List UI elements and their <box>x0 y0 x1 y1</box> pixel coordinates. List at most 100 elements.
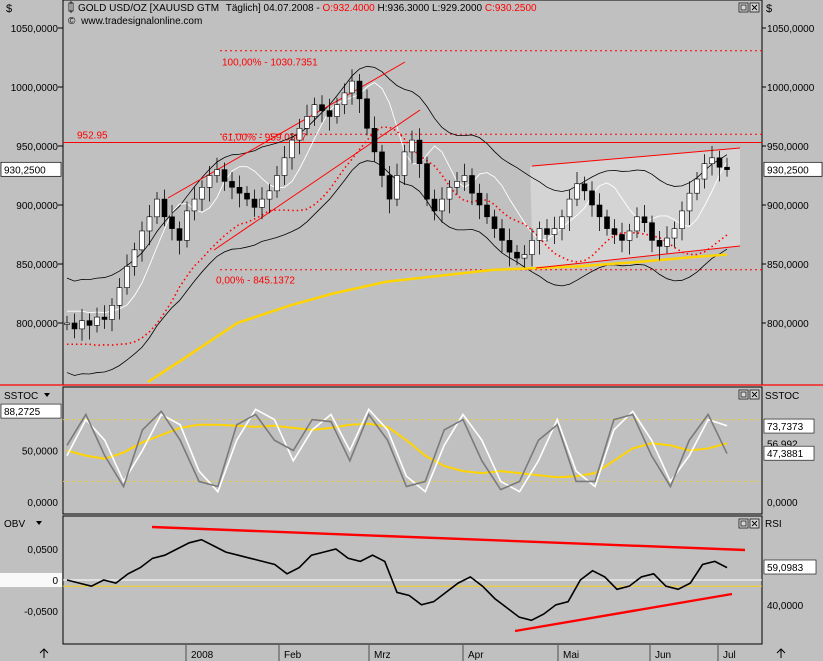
price-candle[interactable] <box>251 189 258 217</box>
price-candle[interactable] <box>604 209 610 236</box>
price-candle[interactable] <box>701 154 708 189</box>
price-candle[interactable] <box>581 176 588 201</box>
price-candle[interactable] <box>79 308 85 341</box>
price-candle[interactable] <box>124 254 130 295</box>
price-candle[interactable] <box>169 205 175 241</box>
price-candle[interactable] <box>394 163 400 207</box>
price-candle[interactable] <box>64 315 70 331</box>
price-candle[interactable] <box>356 74 363 113</box>
price-candle[interactable] <box>116 278 123 320</box>
price-candle[interactable] <box>236 175 243 208</box>
price-candle[interactable] <box>716 150 723 182</box>
price-candle[interactable] <box>259 187 265 220</box>
price-candle[interactable] <box>371 116 378 162</box>
price-candle[interactable] <box>589 181 595 217</box>
price-candle[interactable] <box>679 201 685 241</box>
price-candle[interactable] <box>94 307 100 333</box>
price-candle[interactable] <box>154 192 160 224</box>
price-candle[interactable] <box>656 230 663 261</box>
price-candle[interactable] <box>491 209 498 239</box>
price-candle[interactable] <box>281 146 288 185</box>
price-candle[interactable] <box>484 193 490 224</box>
price-candle[interactable] <box>319 95 325 123</box>
price-candle[interactable] <box>191 187 198 221</box>
price-candle[interactable] <box>431 189 438 221</box>
price-candle[interactable] <box>724 157 730 177</box>
price-candle[interactable] <box>499 219 505 253</box>
price-candle[interactable] <box>536 221 543 255</box>
price-candle[interactable] <box>506 228 513 267</box>
price-candle[interactable] <box>71 313 78 339</box>
price-candle[interactable] <box>131 242 138 276</box>
price-candle[interactable] <box>551 216 558 244</box>
price-candle[interactable] <box>559 209 565 241</box>
osc-maximize-icon[interactable] <box>738 389 749 400</box>
price-candle[interactable] <box>446 180 453 214</box>
price-maximize-icon[interactable] <box>738 2 749 13</box>
price-candle[interactable] <box>416 128 423 178</box>
price-candle[interactable] <box>476 183 483 220</box>
price-candle[interactable] <box>634 207 640 239</box>
right-up-arrow-icon[interactable] <box>776 648 786 658</box>
price-candle[interactable] <box>274 166 280 198</box>
price-candle[interactable] <box>439 187 445 223</box>
price-candle[interactable] <box>349 69 355 105</box>
price-candle[interactable] <box>161 189 168 227</box>
obv-menu-arrow-icon[interactable] <box>36 521 42 525</box>
price-candle[interactable] <box>101 305 108 329</box>
price-candle[interactable] <box>454 171 460 195</box>
oscillator-menu-arrow-icon[interactable] <box>44 393 50 397</box>
price-candle[interactable] <box>409 130 415 164</box>
price-candle[interactable] <box>184 201 190 248</box>
price-candle[interactable] <box>469 168 475 205</box>
obv-maximize-icon[interactable] <box>738 518 749 529</box>
price-candle[interactable] <box>311 97 318 126</box>
price-candle[interactable] <box>304 104 310 136</box>
price-candle[interactable] <box>529 228 535 267</box>
price-candle[interactable] <box>641 205 648 233</box>
price-candle[interactable] <box>364 89 370 136</box>
price-candle[interactable] <box>424 156 430 207</box>
price-candle[interactable] <box>176 221 183 255</box>
price-candle[interactable] <box>401 144 408 185</box>
price-candle[interactable] <box>709 146 715 176</box>
price-candle[interactable] <box>146 205 153 246</box>
price-candle[interactable] <box>334 97 340 124</box>
price-candle[interactable] <box>514 245 520 266</box>
oscillator-panel[interactable] <box>62 386 763 515</box>
price-candle[interactable] <box>649 215 655 253</box>
price-candle[interactable] <box>379 144 385 188</box>
price-candle[interactable] <box>86 313 93 340</box>
left-up-arrow-icon[interactable] <box>39 648 49 658</box>
price-candle[interactable] <box>386 166 393 214</box>
price-candle[interactable] <box>521 245 528 268</box>
price-candle[interactable] <box>326 98 333 131</box>
price-candle[interactable] <box>109 298 115 332</box>
price-candle[interactable] <box>596 193 603 231</box>
obv-close-icon[interactable] <box>749 518 760 529</box>
price-candle[interactable] <box>694 171 700 201</box>
price-candle[interactable] <box>199 180 205 211</box>
price-candle[interactable] <box>296 118 303 155</box>
price-candle[interactable] <box>266 183 273 214</box>
price-candle[interactable] <box>611 219 618 244</box>
price-candle[interactable] <box>461 163 468 191</box>
price-candle[interactable] <box>229 171 235 200</box>
price-candle[interactable] <box>619 222 625 253</box>
price-candle[interactable] <box>341 83 348 115</box>
osc-close-icon[interactable] <box>749 389 760 400</box>
price-candle[interactable] <box>221 162 228 191</box>
price-candle[interactable] <box>686 181 693 226</box>
price-candle[interactable] <box>544 219 550 242</box>
price-candle[interactable] <box>566 189 573 231</box>
price-candle[interactable] <box>664 226 670 254</box>
price-candle[interactable] <box>214 157 220 183</box>
price-candle[interactable] <box>139 221 145 262</box>
price-candle[interactable] <box>671 221 678 248</box>
price-candle[interactable] <box>574 171 580 207</box>
price-candle[interactable] <box>626 223 633 255</box>
price-candle[interactable] <box>206 166 213 202</box>
price-candle[interactable] <box>289 133 295 170</box>
price-close-icon[interactable] <box>749 2 760 13</box>
price-candle[interactable] <box>244 186 250 207</box>
